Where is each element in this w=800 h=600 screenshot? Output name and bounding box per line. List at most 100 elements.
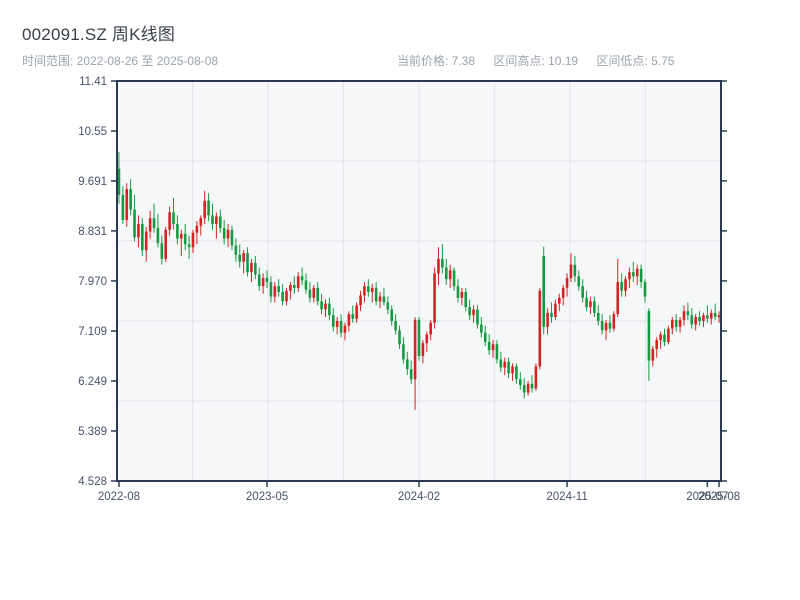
candle-body <box>191 232 195 248</box>
candle-body <box>296 276 300 288</box>
candle-body <box>694 316 697 325</box>
candle-body <box>702 315 705 322</box>
candle-body <box>144 231 148 251</box>
candle-body <box>226 229 230 239</box>
candle-body <box>538 290 542 367</box>
candle-body <box>269 282 273 297</box>
candle-body <box>335 321 339 327</box>
candle-body <box>577 276 581 287</box>
candle-body <box>331 315 335 327</box>
candle-body <box>215 216 218 224</box>
y-tick-label: 7.970 <box>78 276 107 288</box>
candle-body <box>285 290 288 302</box>
candle-body <box>709 312 713 319</box>
candle-body <box>632 272 635 277</box>
candle-body <box>456 286 460 298</box>
candle-body <box>359 295 362 306</box>
candle-body <box>133 209 136 238</box>
candle-body <box>363 286 366 296</box>
candle-body <box>581 286 584 298</box>
axes <box>111 80 727 487</box>
candle-body <box>300 276 304 281</box>
x-tick-label: 2023-05 <box>246 491 288 503</box>
candle-body <box>148 218 152 232</box>
candle-body <box>433 273 436 323</box>
candle-body <box>406 359 409 370</box>
candle-body <box>503 361 507 368</box>
x-tick-label: 2022-08 <box>98 491 140 503</box>
x-tick-label: 2025-07 <box>686 491 728 503</box>
candle-body <box>655 340 659 349</box>
candle-body <box>713 312 717 317</box>
page-title: 002091.SZ 周K线图 <box>22 25 176 44</box>
candle-body <box>585 297 588 308</box>
candle-body <box>117 168 121 195</box>
candle-body <box>472 309 475 316</box>
candle-body <box>464 291 468 308</box>
candle-body <box>452 270 456 287</box>
candle-body <box>195 225 199 233</box>
candle-body <box>561 287 565 298</box>
candle-body <box>289 285 292 291</box>
candle-body <box>686 311 690 316</box>
y-tick-label: 10.55 <box>78 126 107 138</box>
candle-body <box>137 223 140 238</box>
candle-body <box>168 212 171 230</box>
x-tick-label: 2025-08 <box>698 491 740 503</box>
candle-body <box>261 278 265 287</box>
candle-body <box>257 274 261 287</box>
candle-body <box>328 303 331 316</box>
candle-body <box>238 254 242 262</box>
y-tick-label: 4.528 <box>78 476 107 488</box>
candle-body <box>565 278 569 288</box>
candle-body <box>141 223 144 251</box>
y-tick-label: 5.389 <box>78 426 107 438</box>
candle-body <box>674 319 678 327</box>
candle-body <box>382 296 386 303</box>
candle-body <box>367 286 370 292</box>
candle-body <box>476 309 479 325</box>
date-range-label: 时间范围: 2022-08-26 至 2025-08-08 <box>22 54 219 68</box>
candle-body <box>690 315 694 325</box>
candle-body <box>682 311 686 320</box>
candle-body <box>374 287 378 302</box>
candle-body <box>706 315 709 319</box>
candle-body <box>557 297 561 304</box>
candle-body <box>156 228 160 244</box>
candle-body <box>304 280 308 290</box>
candle-body <box>394 321 397 331</box>
candle-body <box>515 366 518 380</box>
candle-body <box>265 278 269 283</box>
candle-body <box>320 301 323 310</box>
candle-body <box>569 264 573 279</box>
candle-body <box>596 312 600 322</box>
candle-body <box>550 312 553 317</box>
candle-body <box>234 245 238 255</box>
candle-body <box>534 366 538 389</box>
candle-body <box>519 379 522 385</box>
candle-body <box>678 319 682 327</box>
candle-body <box>273 286 277 297</box>
candle-body <box>355 305 358 319</box>
candle-body <box>448 270 452 280</box>
candle-body <box>444 267 448 280</box>
candle-body <box>542 255 545 327</box>
candle-body <box>593 301 596 313</box>
candle-body <box>218 216 222 229</box>
candle-body <box>639 268 643 283</box>
x-tick-label: 2024-02 <box>398 491 440 503</box>
candle-body <box>402 344 405 360</box>
candle-body <box>179 233 183 239</box>
candle-body <box>495 344 499 360</box>
candle-body <box>616 282 620 315</box>
candle-body <box>460 291 464 298</box>
candle-body <box>378 296 382 302</box>
candles <box>117 151 721 410</box>
candle-body <box>628 272 631 280</box>
x-tick-label: 2024-11 <box>546 491 587 503</box>
candle-body <box>172 212 175 224</box>
candle-body <box>281 291 284 302</box>
candle-body <box>164 229 168 259</box>
candle-body <box>554 303 557 317</box>
